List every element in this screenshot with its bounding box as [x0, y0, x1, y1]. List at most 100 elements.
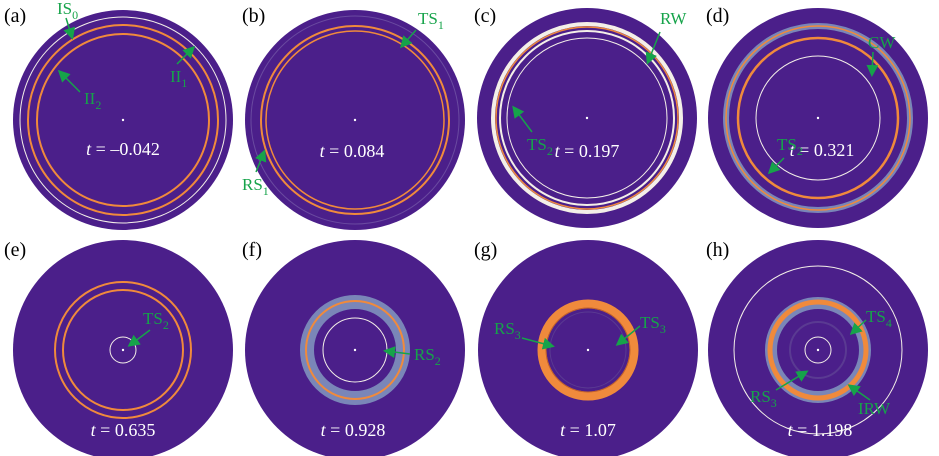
annotation-text: II: [84, 89, 96, 108]
panel: (e) t = 0.635 TS2: [4, 239, 233, 456]
annotation-sub: 1: [181, 76, 187, 90]
annotation-sub: 3: [660, 322, 666, 336]
annotation-text: RS: [414, 345, 435, 364]
time-symbol: t: [788, 420, 794, 440]
time-value: = 0.928: [326, 420, 386, 440]
arrow: [847, 384, 871, 401]
time-label: t = 0.928: [321, 420, 386, 440]
annotation-text: RS: [750, 387, 771, 406]
arrow: [775, 370, 809, 391]
arrow: [255, 149, 267, 173]
annotation: TS4: [866, 307, 892, 330]
arrow: [127, 329, 151, 347]
time-value: = 1.07: [565, 420, 616, 440]
ring: [789, 321, 847, 379]
ring: [62, 289, 184, 411]
ring: [804, 336, 832, 364]
panel-label: (h): [706, 239, 729, 261]
ring: [19, 16, 227, 224]
disk: [245, 240, 465, 456]
center-dot: [586, 348, 590, 352]
annotation-text: TS: [143, 309, 163, 328]
annotation: RS2: [414, 345, 441, 368]
arrow: [400, 29, 417, 49]
time-symbol: t: [91, 420, 97, 440]
arrow: [63, 17, 76, 40]
panel-label: (c): [474, 5, 496, 27]
ring: [495, 26, 679, 210]
annotation-sub: 2: [435, 354, 441, 368]
annotation: TS2: [527, 135, 553, 158]
ring: [499, 30, 675, 206]
time-label: t = 0.197: [555, 141, 620, 161]
panel: (d) t = 0.321 CW TS2: [706, 5, 928, 228]
annotation-sub: 2: [163, 318, 169, 332]
arrow: [521, 337, 555, 350]
arrow: [866, 51, 879, 77]
annotation: RS3: [750, 387, 777, 410]
time-symbol: t: [320, 141, 326, 161]
time-label: t = –0.042: [86, 139, 160, 159]
ring: [545, 307, 631, 393]
center-dot: [816, 348, 820, 352]
annotation: TS2: [777, 135, 803, 158]
time-label: t = 1.07: [560, 420, 616, 440]
time-symbol: t: [555, 141, 561, 161]
annotation-sub: 2: [547, 144, 553, 158]
ring: [250, 15, 460, 225]
panel: (f) t = 0.928 RS2: [242, 239, 465, 456]
arrow: [645, 31, 661, 65]
arrow: [383, 346, 411, 359]
annotation: TS1: [418, 9, 444, 32]
annotation: IS0: [57, 0, 78, 22]
arrow: [767, 157, 785, 175]
annotation-text: II: [170, 67, 182, 86]
annotation: RS3: [494, 319, 521, 342]
arrow: [176, 45, 196, 65]
ring: [725, 25, 911, 211]
time-value: = 0.321: [795, 140, 855, 160]
time-value: = –0.042: [91, 139, 160, 159]
annotation: II2: [84, 89, 101, 112]
annotation-text: TS: [418, 9, 438, 28]
time-value: = 0.197: [560, 141, 620, 161]
ring: [733, 265, 903, 435]
time-label: t = 0.084: [320, 141, 385, 161]
ring: [36, 33, 210, 207]
center-dot: [353, 118, 357, 122]
ring: [260, 25, 450, 215]
panel-label: (a): [4, 5, 26, 27]
annotation: TS2: [143, 309, 169, 332]
panel-label: (b): [242, 5, 265, 27]
time-value: = 0.084: [325, 141, 385, 161]
disk: [13, 240, 233, 456]
time-symbol: t: [86, 139, 92, 159]
ring: [736, 36, 900, 200]
time-symbol: t: [790, 140, 796, 160]
annotation-text: RS: [242, 175, 263, 194]
ring: [54, 281, 192, 419]
ring: [506, 37, 668, 199]
panel-label: (e): [4, 239, 26, 261]
time-label: t = 0.635: [91, 420, 156, 440]
ring: [109, 336, 137, 364]
annotation-sub: 3: [515, 328, 521, 342]
ring: [305, 300, 405, 400]
time-label: t = 0.321: [790, 140, 855, 160]
ring: [265, 30, 445, 210]
arrow: [512, 105, 533, 133]
annotation-sub: 1: [263, 184, 269, 198]
center-dot: [816, 116, 820, 120]
annotation-text: IS: [57, 0, 72, 18]
panel-label: (f): [242, 239, 262, 261]
annotation: II1: [170, 67, 187, 90]
ring: [767, 299, 869, 401]
ring: [549, 311, 627, 389]
annotation: RS1: [242, 175, 269, 198]
ring: [491, 22, 683, 214]
disk: [478, 240, 698, 456]
ring: [27, 24, 219, 216]
annotation: RW: [660, 9, 687, 28]
